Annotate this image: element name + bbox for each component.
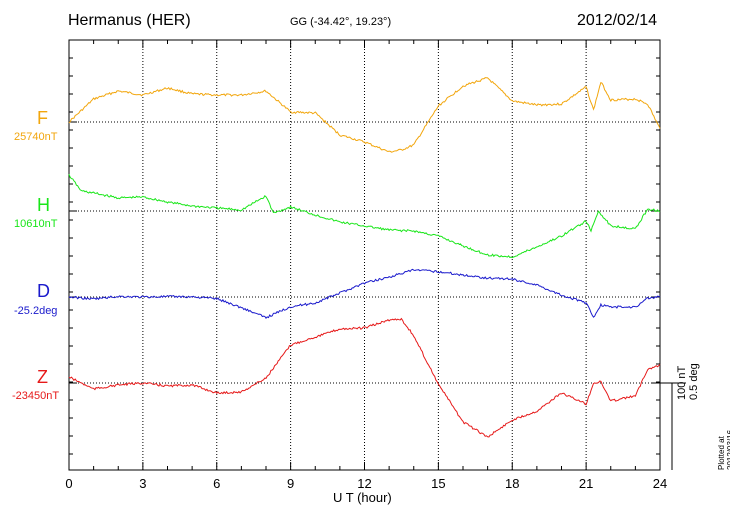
series-line-z xyxy=(68,317,661,438)
x-tick-label: 12 xyxy=(357,476,371,491)
component-value-z: -23450nT xyxy=(12,390,60,402)
x-axis-label: U T (hour) xyxy=(333,490,392,505)
plotted-timestamp: Plotted at 2012/03/16 01:01 UT xyxy=(717,429,730,470)
plot-frame xyxy=(68,39,661,471)
plot-date: 2012/02/14 xyxy=(577,12,658,29)
vertical-gridlines xyxy=(142,40,587,470)
series-line-f xyxy=(68,77,661,153)
x-tick-label: 24 xyxy=(653,476,667,491)
component-label-d: D xyxy=(37,281,50,301)
station-coordinates: GG (-34.42°, 19.23°) xyxy=(290,16,392,28)
station-title: Hermanus (HER) xyxy=(68,12,191,29)
component-label-z: Z xyxy=(37,367,48,387)
component-label-h: H xyxy=(37,195,50,215)
x-tick-label: 18 xyxy=(505,476,519,491)
x-tick-label: 15 xyxy=(431,476,445,491)
x-tick-label: 0 xyxy=(65,476,72,491)
baseline-gridlines xyxy=(69,121,660,384)
x-tick-label: 21 xyxy=(579,476,593,491)
component-value-d: -25.2deg xyxy=(14,305,58,317)
scale-deg-label: 0.5 deg xyxy=(688,363,700,400)
series-line-d xyxy=(68,268,661,320)
x-tick-label: 9 xyxy=(287,476,294,491)
scale-nt-label: 100 nT xyxy=(676,365,688,400)
component-value-f: 25740nT xyxy=(14,131,58,143)
x-tick-label: 6 xyxy=(213,476,220,491)
x-tick-label: 3 xyxy=(139,476,146,491)
x-tick-labels: 0 3 6 9 12 15 18 21 24 xyxy=(65,476,667,491)
component-label-f: F xyxy=(37,108,48,128)
scale-bar xyxy=(660,382,686,470)
series-line-h xyxy=(68,174,661,259)
scale-bar-label: 100 nT 0.5 deg xyxy=(676,363,700,400)
component-value-h: 10610nT xyxy=(14,218,58,230)
traces xyxy=(68,77,661,438)
axis-ticks xyxy=(68,40,661,470)
